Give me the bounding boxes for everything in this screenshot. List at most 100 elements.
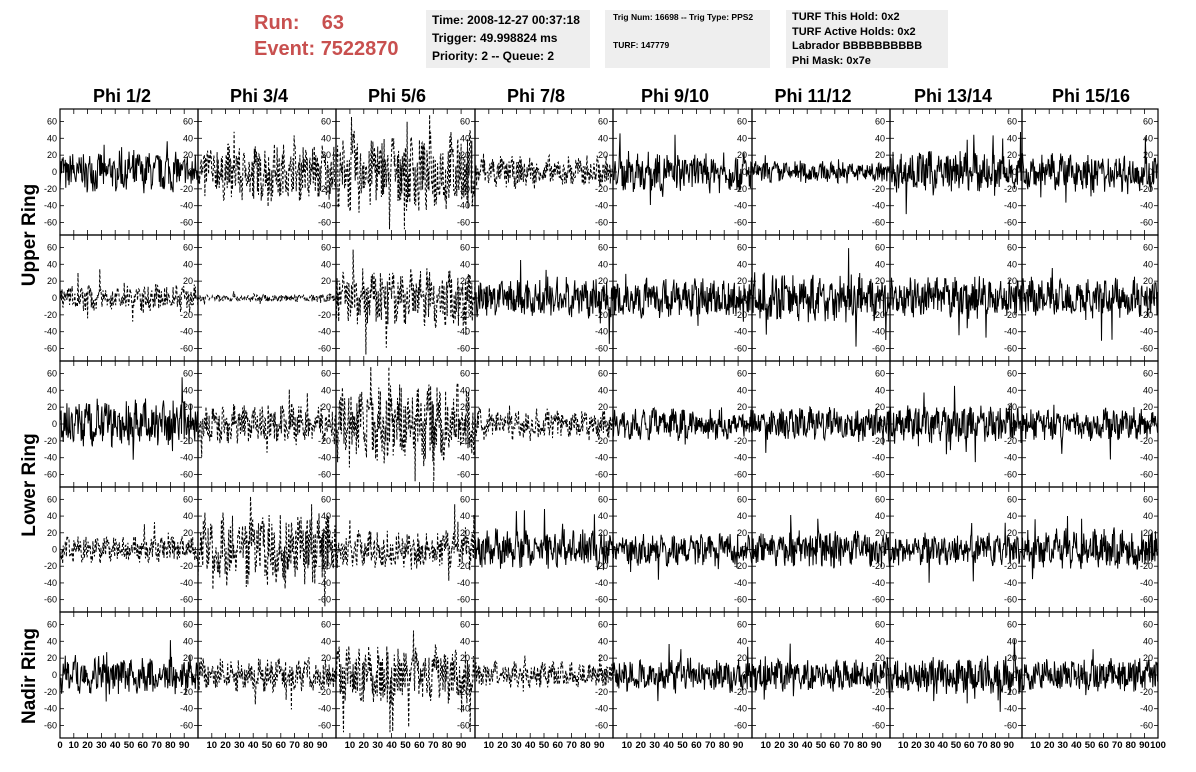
y-tick-label: 20 [598, 528, 608, 538]
y-tick-label: 60 [737, 619, 747, 629]
y-tick-label: 0 [465, 545, 470, 555]
y-tick-label: -60 [180, 344, 193, 354]
y-tick-label: -20 [180, 687, 193, 697]
y-tick-label: 40 [875, 511, 885, 521]
y-tick-label: -60 [44, 218, 57, 228]
column-label-phi-3-4: Phi 3/4 [229, 86, 289, 106]
y-tick-label: 40 [460, 133, 470, 143]
y-tick-label: 0 [880, 419, 885, 429]
y-tick-label: 60 [598, 242, 608, 252]
x-tick-label: 50 [124, 740, 135, 751]
y-tick-label: 60 [1007, 494, 1017, 504]
waveform-line [751, 248, 891, 347]
y-tick-label: 20 [183, 150, 193, 160]
y-tick-label: 20 [1007, 276, 1017, 286]
waveform-line [612, 406, 753, 445]
y-tick-label: -40 [457, 327, 470, 337]
y-tick-label: 0 [880, 545, 885, 555]
y-tick-label: -20 [595, 436, 608, 446]
y-tick-label: 0 [52, 293, 57, 303]
y-tick-label: 60 [321, 242, 331, 252]
y-tick-label: 40 [47, 636, 57, 646]
y-tick-label: 60 [321, 116, 331, 126]
y-tick-label: 20 [737, 653, 747, 663]
trig-info-box: Trig Num: 16698 -- Trig Type: PPS2 TURF:… [605, 10, 770, 68]
y-tick-label: 0 [1012, 167, 1017, 177]
x-tick-label: 20 [82, 740, 93, 751]
waveform-line [612, 532, 753, 580]
y-tick-label: 0 [52, 167, 57, 177]
x-tick-label: 90 [733, 740, 744, 751]
y-tick-label: 20 [183, 653, 193, 663]
x-tick-label: 60 [830, 740, 841, 751]
y-tick-label: -40 [318, 704, 331, 714]
y-tick-label: 40 [183, 259, 193, 269]
waveform-line [612, 273, 753, 326]
y-tick-label: 20 [321, 653, 331, 663]
y-tick-label: -40 [1004, 327, 1017, 337]
turf-info-box: TURF This Hold: 0x2 TURF Active Holds: 0… [786, 10, 948, 68]
x-tick-label: 20 [220, 740, 231, 751]
y-tick-label: -60 [595, 218, 608, 228]
x-tick-label: 60 [138, 740, 149, 751]
y-tick-label: 40 [737, 259, 747, 269]
waveform-line [889, 639, 1023, 712]
y-tick-label: -60 [1140, 470, 1153, 480]
y-tick-label: 60 [1007, 619, 1017, 629]
x-tick-label: 90 [1139, 740, 1150, 751]
y-tick-label: -40 [44, 578, 57, 588]
y-tick-label: -40 [1140, 704, 1153, 714]
y-tick-label: 60 [598, 116, 608, 126]
y-tick-label: -20 [318, 687, 331, 697]
y-tick-label: -40 [180, 453, 193, 463]
panel-r3-c0: -60 -60 -40 -40 -20 -20 0 0 20 20 40 40 60 60 [44, 486, 199, 613]
y-tick-label: -40 [318, 453, 331, 463]
column-label-phi-5-6: Phi 5/6 [367, 86, 427, 106]
y-tick-label: 40 [460, 259, 470, 269]
waveform-line [474, 153, 614, 190]
y-tick-label: -20 [595, 561, 608, 571]
x-tick-label: 40 [110, 740, 121, 751]
column-label-phi-9-10: Phi 9/10 [640, 86, 710, 106]
waveform-line [474, 259, 614, 344]
y-tick-label: -40 [872, 578, 885, 588]
x-tick-label: 10 [761, 740, 772, 751]
y-tick-label: -60 [595, 470, 608, 480]
labrador-text: Labrador BBBBBBBBBB [792, 40, 923, 52]
waveform-line [474, 508, 614, 571]
y-tick-label: -40 [44, 704, 57, 714]
y-tick-label: 60 [737, 494, 747, 504]
x-tick-label: 40 [248, 740, 259, 751]
y-tick-label: 40 [1143, 636, 1153, 646]
turf-active-holds-text: TURF Active Holds: 0x2 [792, 25, 916, 38]
y-tick-label: 40 [1143, 511, 1153, 521]
y-tick-label: -20 [1140, 436, 1153, 446]
waveform-line [612, 643, 753, 702]
y-tick-label: 60 [875, 368, 885, 378]
y-tick-label: 60 [1007, 242, 1017, 252]
y-tick-label: -60 [595, 595, 608, 605]
y-tick-label: -60 [872, 344, 885, 354]
y-tick-label: 40 [183, 133, 193, 143]
column-label-phi-15-16: Phi 15/16 [1051, 86, 1131, 106]
y-tick-label: -40 [1140, 327, 1153, 337]
x-tick-label: 10 [207, 740, 218, 751]
waveform-line [1021, 515, 1159, 580]
y-tick-label: -20 [872, 687, 885, 697]
y-tick-label: -20 [457, 561, 470, 571]
waveform-line [59, 377, 199, 460]
y-tick-label: -60 [44, 344, 57, 354]
y-tick-label: 40 [460, 636, 470, 646]
y-tick-label: -60 [457, 344, 470, 354]
y-tick-label: -20 [44, 561, 57, 571]
x-tick-label: 80 [1126, 740, 1137, 751]
y-tick-label: 60 [321, 619, 331, 629]
y-tick-label: -20 [44, 184, 57, 194]
